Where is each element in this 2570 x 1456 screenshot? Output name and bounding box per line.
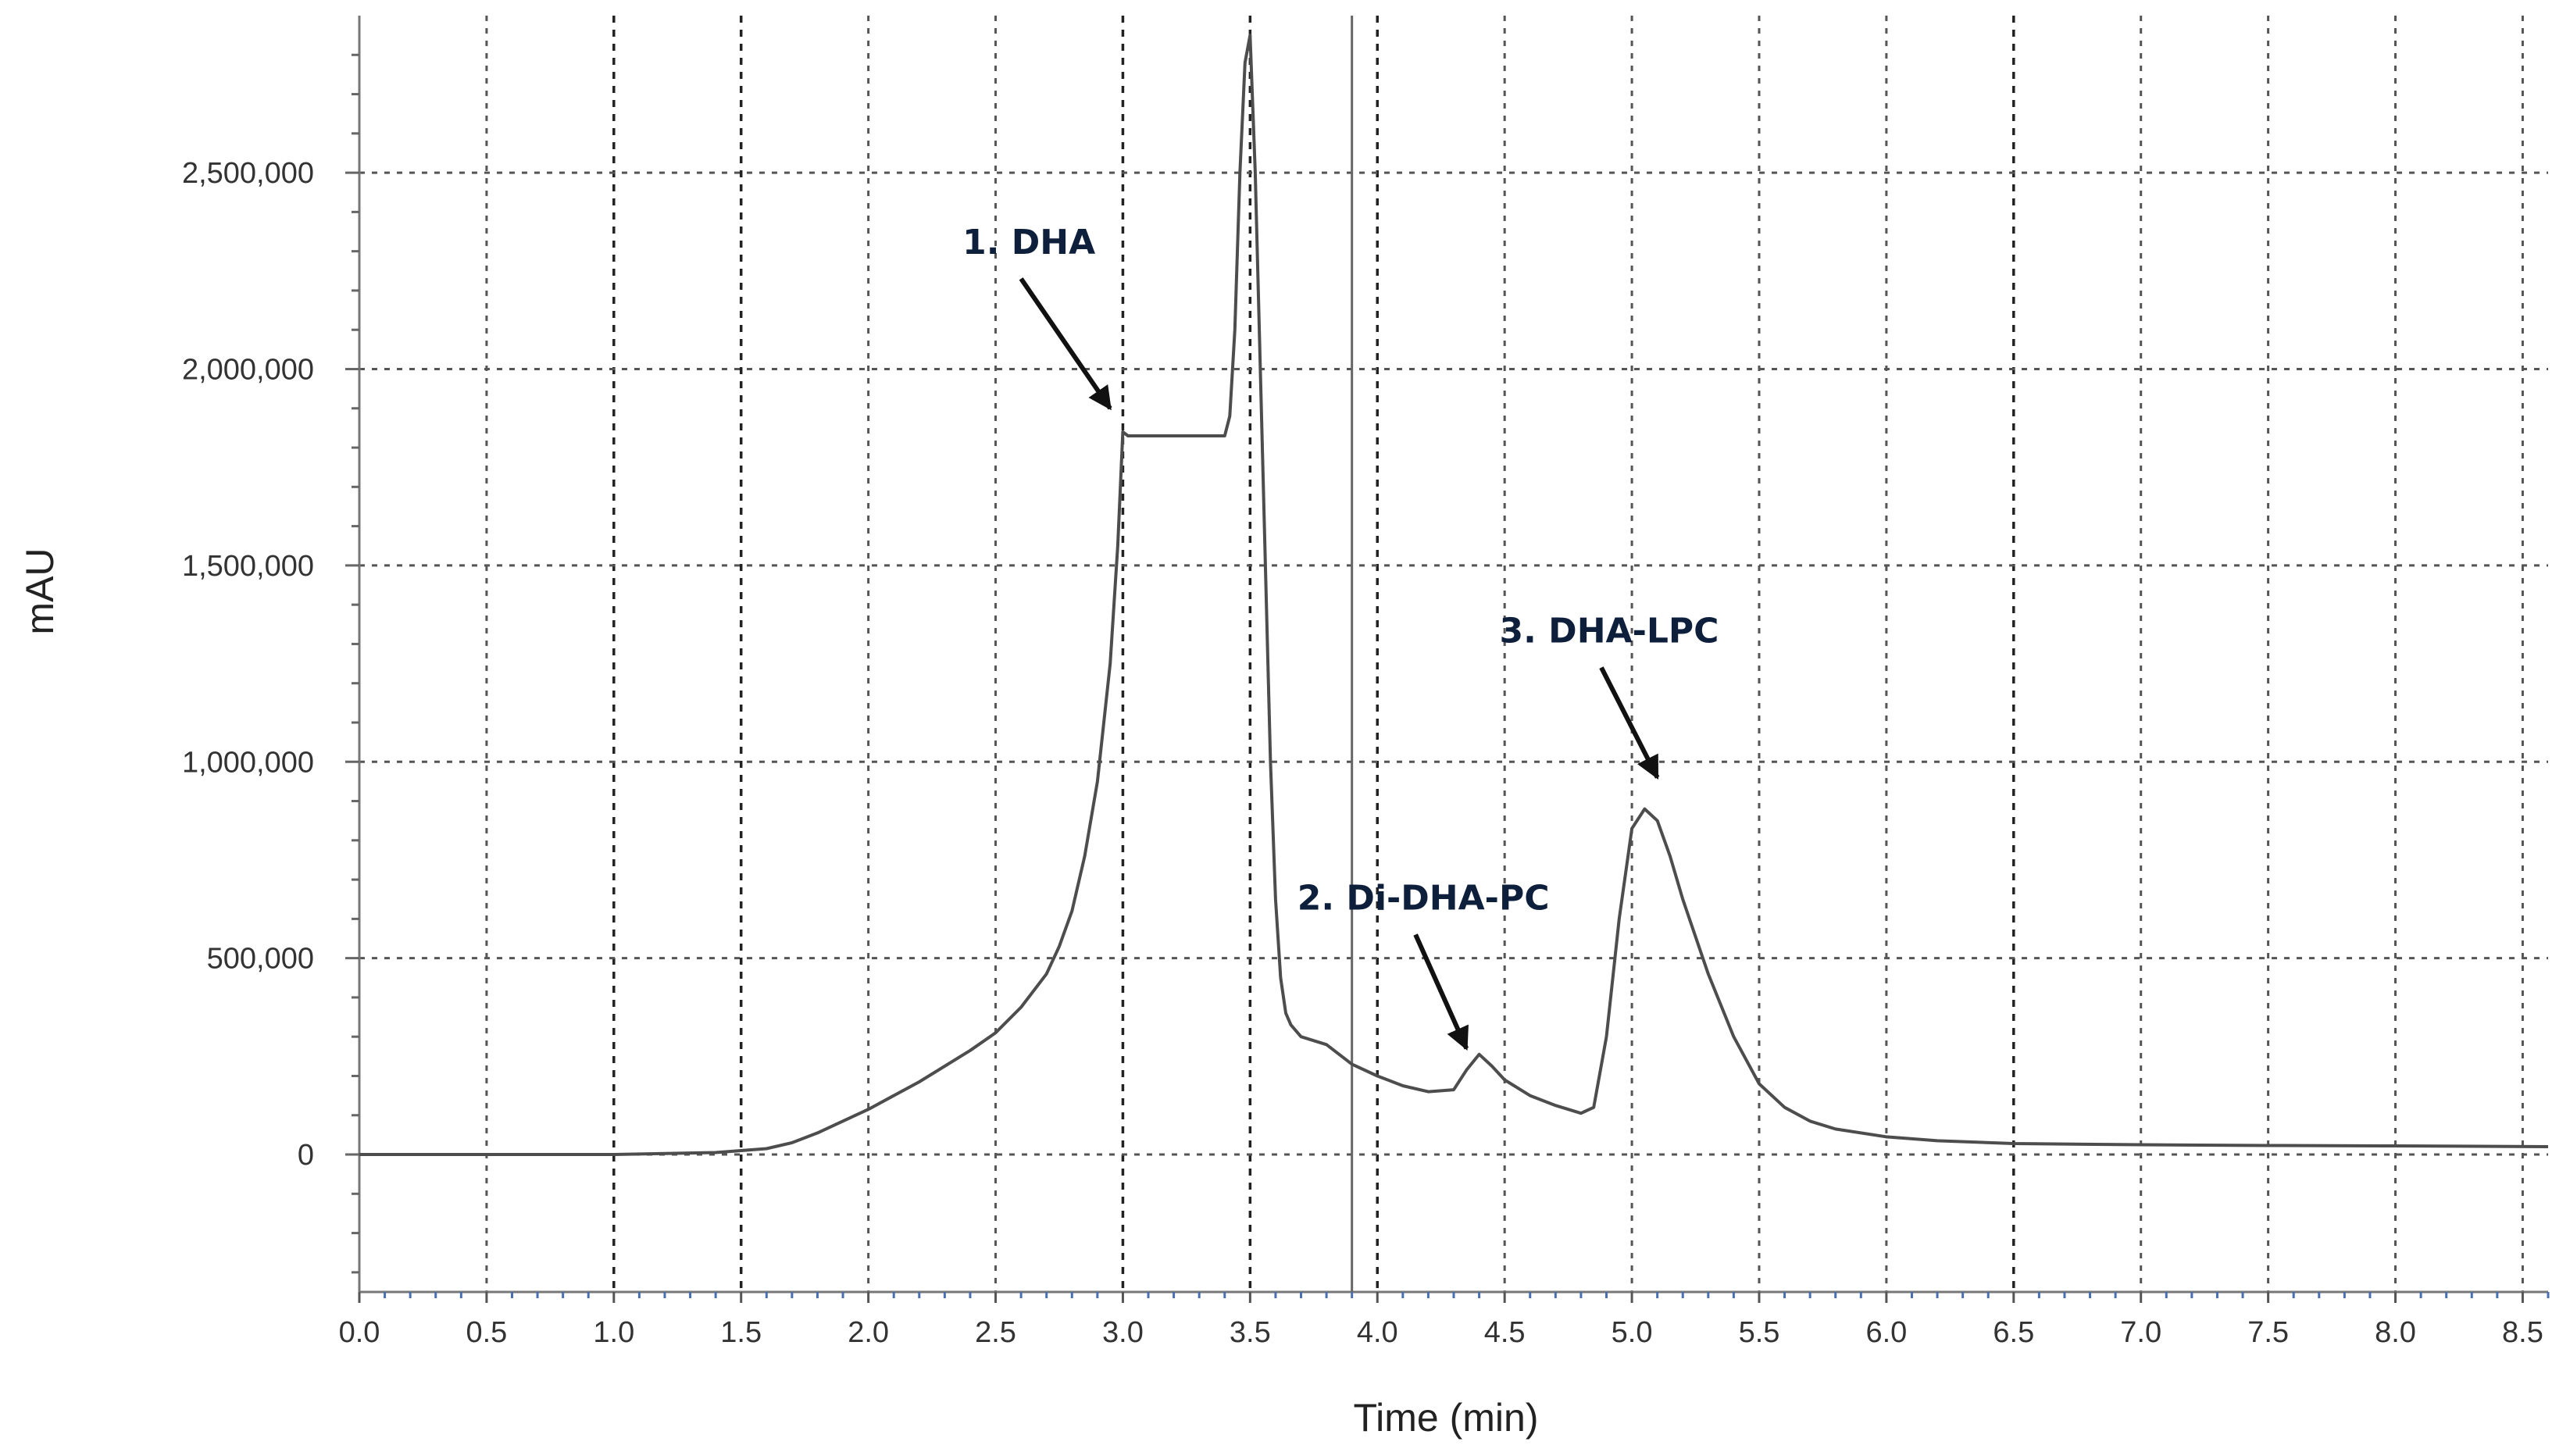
x-tick-label: 6.5 (1993, 1316, 2034, 1349)
x-tick-label: 1.5 (720, 1316, 762, 1349)
annotations: 1. DHA 2. Di-DHA-PC 3. DHA-LPC (962, 223, 1719, 1051)
x-tick-label: 4.5 (1484, 1316, 1526, 1349)
y-tick-label: 500,000 (207, 943, 314, 976)
x-tick-label: 8.0 (2375, 1316, 2416, 1349)
axes (358, 16, 2548, 1294)
x-tick-label: 6.0 (1865, 1316, 1907, 1349)
y-axis-title: mAU (18, 548, 62, 634)
y-tick-label: 2,500,000 (182, 157, 314, 190)
x-tick-label: 7.0 (2120, 1316, 2161, 1349)
x-tick-label: 5.0 (1612, 1316, 1653, 1349)
grid (359, 16, 2548, 1292)
x-tick-label: 3.0 (1102, 1316, 1144, 1349)
y-tick-label: 2,000,000 (182, 353, 314, 386)
minor-ticks (345, 53, 2550, 1303)
x-tick-label: 5.5 (1739, 1316, 1780, 1349)
x-tick-label: 1.0 (593, 1316, 634, 1349)
annotation-label: 3. DHA-LPC (1500, 612, 1719, 651)
x-tick-label: 8.5 (2502, 1316, 2543, 1349)
x-tick-label: 2.0 (848, 1316, 889, 1349)
y-tick-label: 0 (298, 1139, 314, 1172)
y-tick-label: 1,500,000 (182, 550, 314, 583)
tick-labels: 0.0 0.5 1.0 1.5 2.0 2.5 3.0 3.5 4.0 4.5 5.0 5.5 6.0 6… (182, 157, 2543, 1349)
x-tick-label: 4.0 (1357, 1316, 1398, 1349)
series-line-chromatogram (359, 34, 2548, 1156)
series (359, 34, 2548, 1156)
x-axis-title: Time (min) (1353, 1396, 1538, 1440)
annotation-label: 1. DHA (962, 223, 1095, 262)
x-tick-label: 3.5 (1230, 1316, 1271, 1349)
x-tick-label: 0.5 (466, 1316, 507, 1349)
x-tick-label: 2.5 (975, 1316, 1016, 1349)
x-tick-label: 7.5 (2247, 1316, 2289, 1349)
annotation-arrow (1413, 933, 1469, 1051)
annotation-arrow (1599, 666, 1660, 780)
y-tick-label: 1,000,000 (182, 746, 314, 779)
x-tick-label: 0.0 (339, 1316, 380, 1349)
annotation-arrow (1019, 277, 1112, 411)
annotation-label: 2. Di-DHA-PC (1297, 878, 1550, 918)
